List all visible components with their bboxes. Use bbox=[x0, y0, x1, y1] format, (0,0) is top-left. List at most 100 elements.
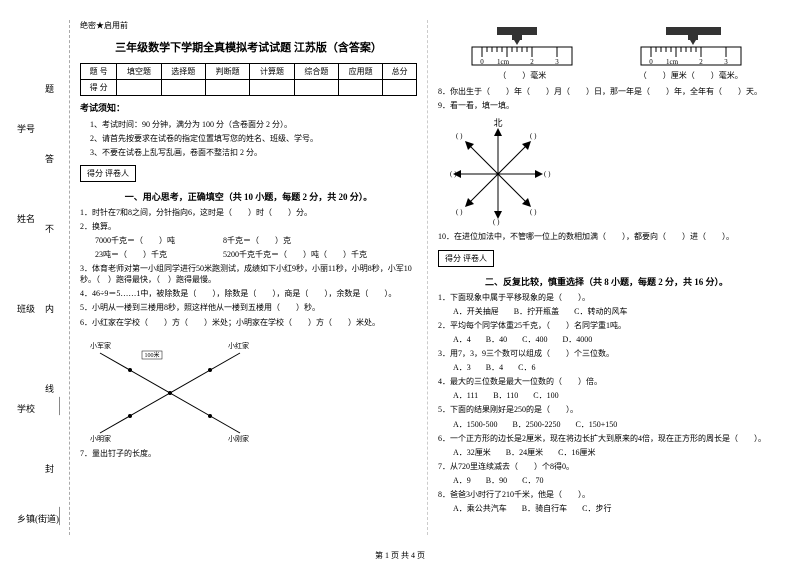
dash-6: 题 bbox=[45, 82, 54, 95]
option: B．骑自行车 bbox=[522, 503, 567, 514]
score-header-cell: 应用题 bbox=[339, 64, 383, 80]
score-header-cell: 总分 bbox=[383, 64, 417, 80]
svg-text:3: 3 bbox=[724, 58, 728, 66]
score-box-a: 得分 评卷人 bbox=[80, 165, 136, 182]
score-header-cell: 判断题 bbox=[205, 64, 249, 80]
qb-2-opts: A．4 B．40 C．400 D．4000 bbox=[453, 334, 775, 345]
q7: 7．量出钉子的长度。 bbox=[80, 448, 417, 459]
option: A．111 bbox=[453, 390, 478, 401]
svg-text:0: 0 bbox=[649, 58, 653, 66]
ruler-1: 01cm23 （ ）毫米 bbox=[467, 25, 577, 81]
ruler-2: 01cm23 （ ）厘米（ ）毫米。 bbox=[636, 25, 746, 81]
q1: 1．时针在7和8之间，分针指向6，这时是（ ）时（ ）分。 bbox=[80, 207, 417, 218]
score-header-cell: 选择题 bbox=[161, 64, 205, 80]
qb-4: 4．最大的三位数是最大一位数的（ ）倍。 bbox=[438, 376, 775, 387]
svg-text:0: 0 bbox=[481, 58, 485, 66]
qb-4-opts: A．111 B．110 C．100 bbox=[453, 390, 775, 401]
svg-text:( ): ( ) bbox=[530, 132, 537, 140]
svg-text:小红家: 小红家 bbox=[228, 341, 249, 350]
option: C．150+150 bbox=[575, 419, 617, 430]
svg-text:( ): ( ) bbox=[493, 218, 500, 226]
score-value-cell bbox=[161, 80, 205, 96]
qb-5-opts: A．1500-500 B．2500-2250 C．150+150 bbox=[453, 419, 775, 430]
q2: 2．换算。 bbox=[80, 221, 417, 232]
notice-title: 考试须知： bbox=[80, 101, 417, 114]
notice-1: 1、考试时间：90 分钟，满分为 100 分（含卷面分 2 分）。 bbox=[90, 119, 417, 130]
option: A．开关抽屉 bbox=[453, 306, 499, 317]
qb-6: 6．一个正方形的边长是2厘米，现在将边长扩大到原来的4倍，现在正方形的周长是（ … bbox=[438, 433, 775, 444]
score-value-cell bbox=[339, 80, 383, 96]
option: A．32厘米 bbox=[453, 447, 491, 458]
option: B．90 bbox=[486, 475, 507, 486]
option: C．步行 bbox=[582, 503, 611, 514]
option: A．1500-500 bbox=[453, 419, 497, 430]
compass-diagram: 北 ( )( ) ( ) ( )( ) ( )( ) bbox=[438, 116, 775, 226]
dash-4: 不 bbox=[45, 222, 54, 235]
svg-text:( ): ( ) bbox=[544, 170, 551, 178]
svg-text:( ): ( ) bbox=[456, 208, 463, 216]
score-value-cell bbox=[117, 80, 161, 96]
qb-8-opts: A．乘公共汽车 B．骑自行车 C．步行 bbox=[453, 503, 775, 514]
svg-text:2: 2 bbox=[531, 58, 535, 66]
dash-1: 封 bbox=[45, 462, 54, 475]
score-value-cell bbox=[383, 80, 417, 96]
qb-5: 5．下面的结果刚好是250的是（ ）。 bbox=[438, 404, 775, 415]
margin-class: 班级 bbox=[17, 302, 35, 315]
q8: 8．你出生于（ ）年（ ）月（ ）日，那一年是（ ）年，全年有（ ）天。 bbox=[438, 86, 775, 97]
qb-1: 1．下面现象中属于平移现象的是（ ）。 bbox=[438, 292, 775, 303]
section-b-title: 二、反复比较，慎重选择（共 8 小题，每题 2 分，共 16 分）。 bbox=[438, 275, 775, 288]
svg-text:小刚家: 小刚家 bbox=[228, 434, 249, 443]
option: A．乘公共汽车 bbox=[453, 503, 507, 514]
svg-text:小军家: 小军家 bbox=[90, 341, 111, 350]
option: B．24厘米 bbox=[506, 447, 543, 458]
score-value-cell: 得 分 bbox=[81, 80, 117, 96]
option: A．3 bbox=[453, 362, 471, 373]
margin-underline-2: ____ bbox=[58, 397, 68, 415]
qb-6-opts: A．32厘米B．24厘米C．16厘米 bbox=[453, 447, 775, 458]
svg-text:( ): ( ) bbox=[456, 132, 463, 140]
option: D．4000 bbox=[562, 334, 592, 345]
qb-8: 8．爸爸3小时行了210千米，他是（ ）。 bbox=[438, 489, 775, 500]
score-header-cell: 计算题 bbox=[250, 64, 294, 80]
option: B．拧开瓶盖 bbox=[514, 306, 559, 317]
svg-text:( ): ( ) bbox=[530, 208, 537, 216]
dash-2: 线 bbox=[45, 382, 54, 395]
svg-text:3: 3 bbox=[556, 58, 560, 66]
qb-3-opts: A．3 B．4 C．6 bbox=[453, 362, 775, 373]
svg-text:1cm: 1cm bbox=[497, 58, 510, 66]
option: C．100 bbox=[533, 390, 558, 401]
svg-text:1cm: 1cm bbox=[666, 58, 679, 66]
option: C．6 bbox=[518, 362, 535, 373]
q4: 4．46÷9＝5……1中，被除数是（ ），除数是（ ），商是（ ），余数是（ ）… bbox=[80, 288, 417, 299]
q2-sub1: 7000千克＝（ ）吨 8千克＝（ ）克 bbox=[95, 235, 417, 246]
option: B．2500-2250 bbox=[512, 419, 560, 430]
option: C．转动的风车 bbox=[574, 306, 627, 317]
dash-5: 答 bbox=[45, 152, 54, 165]
notice-3: 3、不要在试卷上乱写乱画，卷面不整洁扣 2 分。 bbox=[90, 147, 417, 158]
qb-7-opts: A．9B．90C．70 bbox=[453, 475, 775, 486]
option: B．40 bbox=[486, 334, 507, 345]
q2-sub2: 23吨＝（ ）千克 5200千克千克＝（ ）吨（ ）千克 bbox=[95, 249, 417, 260]
dash-3: 内 bbox=[45, 302, 54, 315]
option: C．400 bbox=[522, 334, 547, 345]
option: B．110 bbox=[493, 390, 518, 401]
score-value-cell bbox=[205, 80, 249, 96]
score-value-cell bbox=[294, 80, 338, 96]
q3: 3．体育老师对第一小组同学进行50米跑测试，成绩如下小红9秒，小丽11秒，小明8… bbox=[80, 263, 417, 285]
score-value-cell bbox=[250, 80, 294, 96]
option: A．4 bbox=[453, 334, 471, 345]
score-header-cell: 填空题 bbox=[117, 64, 161, 80]
margin-id: 学号 bbox=[17, 122, 35, 135]
score-box-b: 得分 评卷人 bbox=[438, 250, 494, 267]
option: B．4 bbox=[486, 362, 503, 373]
notice-2: 2、请首先按要求在试卷的指定位置填写您的姓名、班级、学号。 bbox=[90, 133, 417, 144]
svg-text:2: 2 bbox=[699, 58, 703, 66]
margin-name: 姓名 bbox=[17, 212, 35, 225]
score-table: 题 号填空题选择题判断题计算题综合题应用题总分 得 分 bbox=[80, 63, 417, 96]
svg-text:北: 北 bbox=[493, 118, 502, 128]
qb-2: 2．平均每个同学体重25千克，（ ）名同学重1吨。 bbox=[438, 320, 775, 331]
svg-text:小明家: 小明家 bbox=[90, 434, 111, 443]
q10: 10．在进位加法中，不管哪一位上的数相加满（ ），都要向（ ）进（ ）。 bbox=[438, 231, 775, 242]
q9: 9．看一看，填一填。 bbox=[438, 100, 775, 111]
page-footer: 第 1 页 共 4 页 bbox=[0, 550, 800, 561]
